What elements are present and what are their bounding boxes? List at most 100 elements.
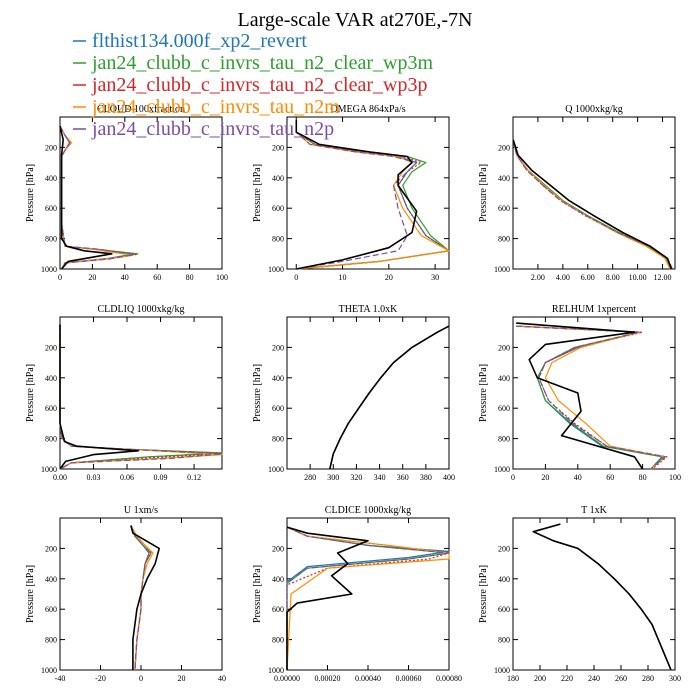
panel-1-xtick-label: 40 <box>121 273 129 282</box>
panel-9-series-1-line <box>532 523 672 671</box>
panel-7-xtick-label: -40 <box>55 674 66 683</box>
panel-2-series-1-line <box>295 120 450 270</box>
panel-3-ytick-label: 800 <box>498 235 510 244</box>
panel-2-frame <box>286 116 450 270</box>
panel-5-frame <box>286 316 450 470</box>
panel-7-series-5-line <box>130 525 150 671</box>
panel-8-ytick-label: 600 <box>272 605 284 614</box>
legend-item-4-label: jan24_clubb_c_invrs_tau_n2m <box>91 96 340 118</box>
panel-5-ytick-label: 1000 <box>268 465 284 474</box>
panel-8-series-2-line <box>286 526 450 670</box>
panel-9-ytick-label: 600 <box>498 605 510 614</box>
panel-3-series-6-line <box>512 139 673 270</box>
panel-9-title: T 1xK <box>581 505 607 516</box>
panel-9-series-4-line <box>532 523 672 671</box>
panel-1-frame <box>59 116 223 270</box>
panel-4-ytick-label: 600 <box>45 404 57 413</box>
panel-5-xtick-label: 320 <box>350 473 362 482</box>
panel-3-xtick-label: 6.00 <box>581 273 595 282</box>
panel-1-ytick-label: 800 <box>45 235 57 244</box>
panel-1-title: CLOUD 100xfraction <box>97 104 185 115</box>
panel-1-xtick-label: 100 <box>216 273 228 282</box>
panel-8-ylabel: Pressure [hPa] <box>252 565 263 623</box>
panel-8-ytick-label: 200 <box>272 544 284 553</box>
panel-3-title: Q 1000xkg/kg <box>565 104 623 115</box>
panel-3-xtick-label: 12.00 <box>654 273 672 282</box>
panel-7-ylabel: Pressure [hPa] <box>25 565 36 623</box>
panel-4-ytick-label: 800 <box>45 435 57 444</box>
panel-5-ytick-label: 600 <box>272 404 284 413</box>
panel-7-xtick-label: 20 <box>178 674 186 683</box>
panel-6-xtick-label: 60 <box>606 473 614 482</box>
panel-9-series-3-line <box>532 523 672 671</box>
panel-1-xtick-label: 60 <box>153 273 161 282</box>
panel-3-xtick-label: 4.00 <box>556 273 570 282</box>
panel-4-title: CLDLIQ 1000xkg/kg <box>98 304 185 315</box>
panel-9-series-6-line <box>532 523 672 671</box>
panel-5-xtick-label: 280 <box>304 473 316 482</box>
panel-3-frame <box>512 116 676 270</box>
panel-7-ytick-label: 400 <box>45 575 57 584</box>
panel-4-series-6-line <box>59 324 139 470</box>
panel-2-series-5-line <box>295 120 418 270</box>
panel-3-ytick-label: 600 <box>498 204 510 213</box>
panel-9-ytick-label: 400 <box>498 575 510 584</box>
panel-9-series-5-line <box>532 523 672 671</box>
panel-7-xtick-label: 0 <box>139 674 143 683</box>
panel-6-xtick-label: 0 <box>511 473 515 482</box>
panel-7-title: U 1xm/s <box>124 505 158 516</box>
panel-3-series-4-line <box>512 139 671 270</box>
panel-5-series-1-line <box>329 325 450 470</box>
panel-8-series-4-line <box>286 526 450 671</box>
panel-5-ytick-label: 400 <box>272 374 284 383</box>
panel-6-ytick-label: 200 <box>498 343 510 352</box>
panel-2-xtick-label: 30 <box>431 273 439 282</box>
panel-8-ytick-label: 1000 <box>268 666 284 675</box>
panel-4-ytick-label: 200 <box>45 343 57 352</box>
panel-5-xtick-label: 340 <box>374 473 386 482</box>
panel-3-series-5-line <box>512 139 674 270</box>
panel-6-title: RELHUM 1xpercent <box>552 304 636 315</box>
panel-4-xtick-label: 0.00 <box>53 473 67 482</box>
panel-7-ytick-label: 800 <box>45 636 57 645</box>
panel-1-ylabel: Pressure [hPa] <box>25 164 36 222</box>
panel-4-xtick-label: 0.03 <box>87 473 101 482</box>
panel-2-xtick-label: 10 <box>339 273 347 282</box>
panel-6-series-6-line <box>516 322 644 470</box>
panel-2-ytick-label: 200 <box>272 143 284 152</box>
panel-5-xtick-label: 300 <box>327 473 339 482</box>
panel-9-ytick-label: 1000 <box>494 666 510 675</box>
panel-2-ylabel: Pressure [hPa] <box>252 164 263 222</box>
panel-9-xtick-label: 180 <box>507 674 519 683</box>
panel-6-ytick-label: 400 <box>498 374 510 383</box>
panel-5-xtick-label: 360 <box>397 473 409 482</box>
panel-8-xtick-label: 0.00040 <box>355 674 381 683</box>
panel-7-series-4-line <box>130 525 154 671</box>
panel-8-title: CLDICE 1000xkg/kg <box>325 505 411 516</box>
panel-2-series-2-line <box>295 120 450 270</box>
panel-6-ytick-label: 800 <box>498 435 510 444</box>
panel-8-series-6-line <box>286 526 369 670</box>
panel-4-xtick-label: 0.12 <box>187 473 201 482</box>
panel-3-series-1-line <box>512 139 672 270</box>
panel-5-series-4-line <box>329 325 450 470</box>
panel-7-xtick-label: 40 <box>218 674 226 683</box>
panel-8-series-1-line <box>286 526 450 670</box>
panel-1-xtick-label: 0 <box>58 273 62 282</box>
panel-5-series-2-line <box>329 325 450 470</box>
panel-3-series-2-line <box>512 139 672 270</box>
panel-6-xtick-label: 80 <box>639 473 647 482</box>
panel-2-ytick-label: 400 <box>272 174 284 183</box>
panel-9-xtick-label: 280 <box>642 674 654 683</box>
panel-8-ytick-label: 400 <box>272 575 284 584</box>
panel-3-ytick-label: 400 <box>498 174 510 183</box>
panel-5-ytick-label: 800 <box>272 435 284 444</box>
panel-1-xtick-label: 80 <box>186 273 194 282</box>
legend-item-3-label: jan24_clubb_c_invrs_tau_n2_clear_wp3p <box>91 74 427 96</box>
panel-9-xtick-label: 220 <box>561 674 573 683</box>
panel-6-xtick-label: 100 <box>669 473 681 482</box>
panel-8-xtick-label: 0.00000 <box>274 674 300 683</box>
panel-2-ytick-label: 800 <box>272 235 284 244</box>
panel-9-ylabel: Pressure [hPa] <box>478 565 489 623</box>
